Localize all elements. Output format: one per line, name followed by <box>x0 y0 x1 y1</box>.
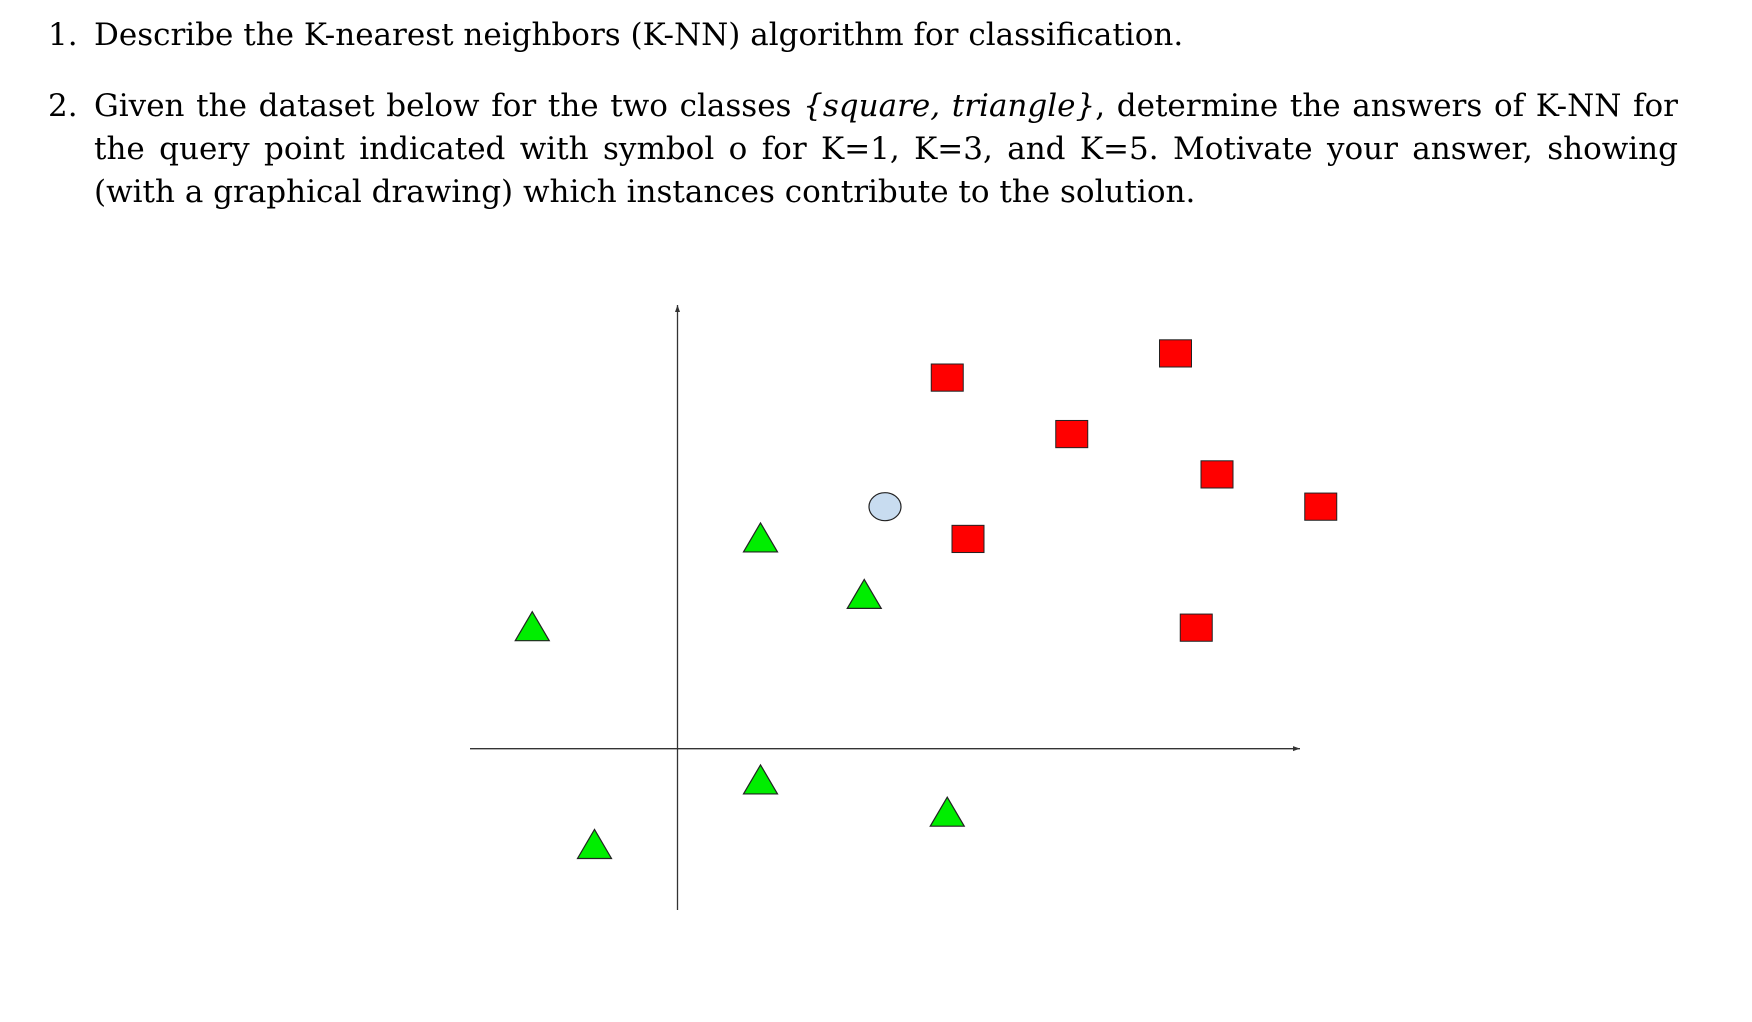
class-set-math: {square, triangle} <box>803 88 1096 124</box>
question-text-start: Given the dataset below for the two clas… <box>94 88 804 124</box>
square-point <box>1200 460 1234 489</box>
triangle-point <box>514 610 551 642</box>
square-point <box>1055 419 1089 449</box>
triangle-point <box>846 578 883 610</box>
question-text: Describe the K-nearest neighbors (K-NN) … <box>94 17 1184 53</box>
question-2: 2. Given the dataset below for the two c… <box>48 85 1678 214</box>
question-text-end: , determine the answers of K-NN for the … <box>94 88 1679 210</box>
x-axis-arrow <box>1293 746 1300 752</box>
query-point <box>868 492 902 522</box>
question-1: 1. Describe the K-nearest neighbors (K-N… <box>48 14 1678 57</box>
square-point <box>1179 613 1213 642</box>
triangle-point <box>929 796 966 827</box>
triangle-point <box>576 828 613 860</box>
question-list: 1. Describe the K-nearest neighbors (K-N… <box>48 14 1678 242</box>
y-axis-arrow <box>675 305 680 312</box>
square-point <box>1159 339 1192 368</box>
square-point <box>951 524 985 554</box>
question-number: 1. <box>48 17 78 53</box>
data-points <box>514 339 1338 860</box>
question-number: 2. <box>48 88 78 124</box>
triangle-point <box>742 521 779 553</box>
square-point <box>1304 492 1338 521</box>
square-point <box>930 363 964 392</box>
triangle-point <box>742 763 779 795</box>
axes <box>470 305 1300 910</box>
